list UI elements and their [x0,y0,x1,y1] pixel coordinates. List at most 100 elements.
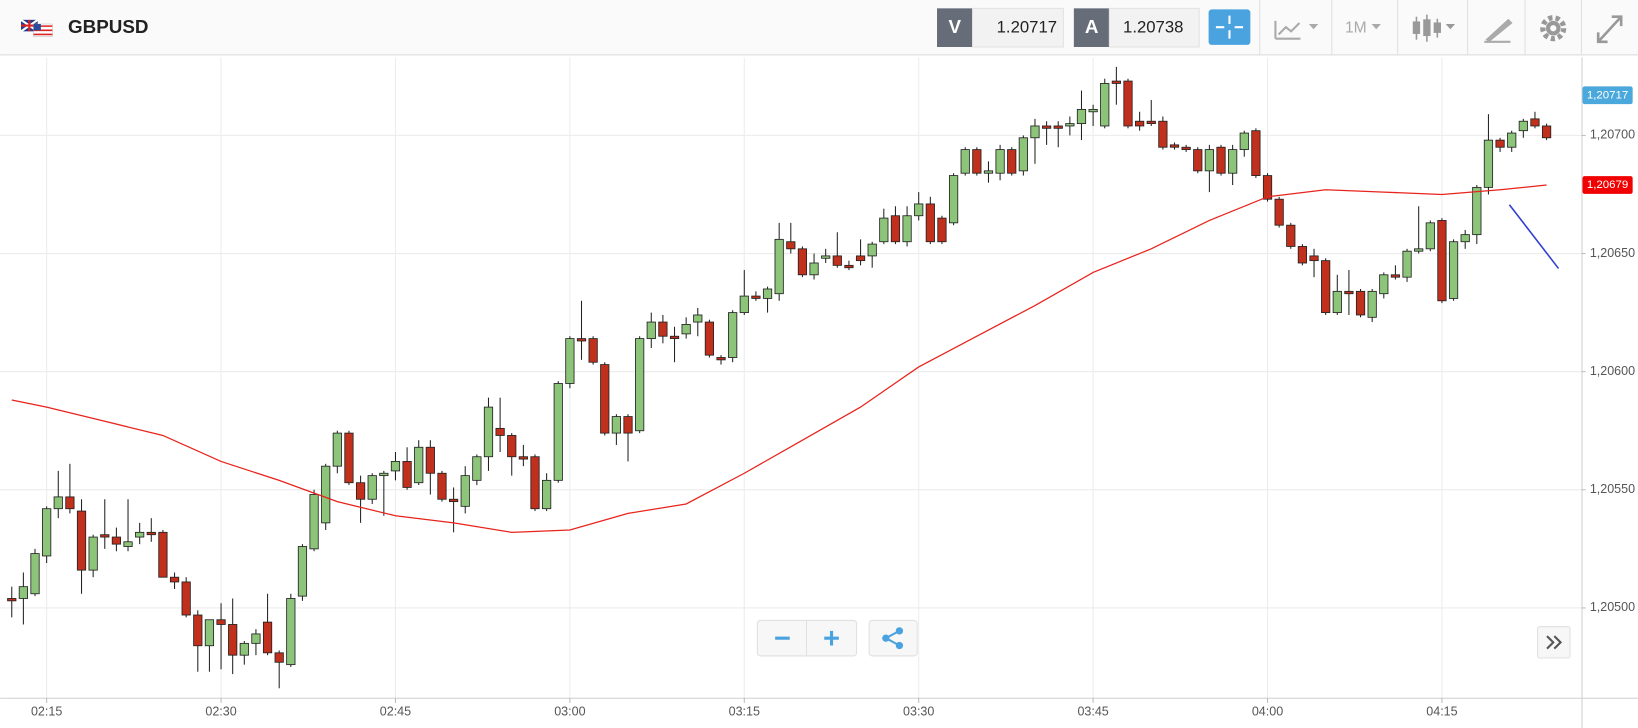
candle-body [1239,132,1249,151]
bid-box[interactable] [972,7,1064,48]
scroll-right-button[interactable] [1537,626,1571,659]
candle-body [1425,222,1435,250]
candle-body [1216,146,1226,174]
candle-body [832,255,842,266]
candle-body [448,498,459,503]
y-tick-label: 1,20600 [1590,364,1635,378]
candle-body [1460,234,1470,243]
candle-body [879,217,889,243]
price-tag-label: 1,20679 [1587,179,1628,191]
candle-body [914,203,924,217]
candle-body [716,357,726,361]
candle-body [576,338,587,342]
fullscreen-button[interactable] [1596,15,1623,44]
candle-body [390,461,401,472]
candle-body [797,248,808,276]
candle-body [728,312,738,358]
candle-body [960,149,970,174]
candle-body [1018,137,1028,172]
zoom-controls [756,619,918,657]
bid-badge [937,8,973,48]
candle-body [1135,120,1145,127]
candle-body [309,494,319,550]
candle-body [1088,109,1098,113]
candle-body [1286,224,1296,247]
y-tick-label: 1,20650 [1590,246,1635,260]
candle-body [1228,149,1238,174]
candle-body [1321,260,1331,314]
candle-body [88,536,98,571]
candle-body [902,215,912,243]
candle-body [123,541,133,547]
share-button[interactable] [868,619,918,657]
candle-body [425,446,435,474]
trend-line-drawing[interactable] [1508,204,1560,269]
candle-body [414,446,424,484]
ask-box[interactable] [1108,7,1200,48]
candle-body [65,496,75,510]
candle-body [53,496,63,510]
candle-body [216,619,226,625]
candle-body [611,416,621,434]
candle-body [937,217,947,243]
candle-body [437,472,447,500]
candle-body [158,531,168,578]
candle-body [972,149,982,174]
candle-body [1297,246,1308,264]
candle-body [1111,80,1121,84]
candle-body [646,321,656,340]
candle-body [739,295,749,314]
candle-body [262,621,273,654]
candle-body [367,475,377,500]
candle-body [1402,250,1412,278]
x-tick-label: 03:45 [1077,705,1108,719]
candle-body [1518,120,1528,132]
candle-body [483,406,494,458]
timeframe-caret [1371,24,1381,30]
candle-body [1204,149,1214,172]
candle-body [1158,120,1168,148]
candle-body [1495,139,1505,148]
plot-area: 1,20500 1,20550 1,20600 1,20650 1,20700 02:15… [0,57,1638,728]
symbol: GBPUSD [68,16,148,37]
zoom-in-button[interactable] [824,630,839,646]
candle-body [42,508,52,557]
candle-body [146,531,156,536]
candle-body [1100,83,1110,127]
candle-body [1007,149,1017,174]
ask-label: A [1085,16,1099,37]
toolbar-separators [1259,0,1582,55]
candle-body [18,586,28,599]
indicator-button[interactable] [1274,20,1319,40]
candle-body [274,652,284,663]
candle-body [821,255,831,259]
candle-body [7,598,17,602]
candle-body [1379,274,1389,295]
candle-body [169,576,180,583]
chart-type-button[interactable] [1412,14,1456,42]
timeframe-button[interactable]: 1M [1345,19,1367,36]
x-tick-label: 04:00 [1252,705,1283,719]
crosshair-button[interactable] [1208,9,1251,45]
bid-price: 1.20717 [997,18,1057,37]
candle-body [379,472,389,477]
candle-body [321,465,331,524]
candle-body [588,338,598,363]
candle-body [786,241,796,250]
candle-body [693,314,703,323]
candle-body [681,324,691,335]
candle-body [204,619,215,647]
candle-body [30,553,40,595]
candle-body [460,475,470,507]
draw-button[interactable] [1484,18,1513,43]
settings-button[interactable] [1540,15,1567,42]
candle-body [1390,274,1401,278]
candle-body [983,170,994,174]
candle-body [76,510,87,571]
candle-body [635,338,645,432]
candle-body [1076,109,1087,125]
candle-body [1181,146,1191,151]
price-tag [1582,86,1633,105]
